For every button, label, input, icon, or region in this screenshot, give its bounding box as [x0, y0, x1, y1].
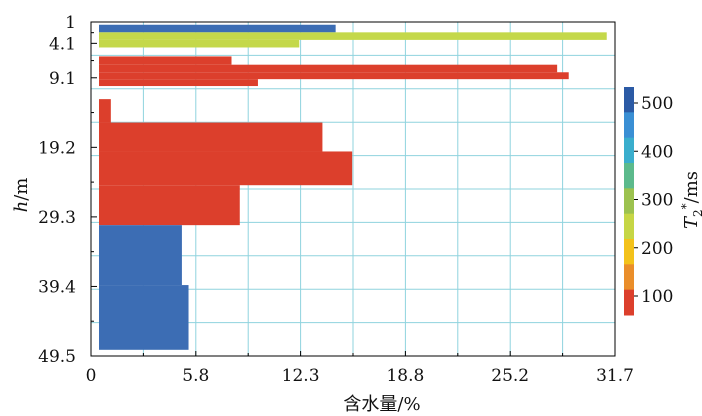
x-tick-label: 31.7 [596, 366, 634, 386]
bar [99, 122, 323, 152]
bar [99, 24, 336, 33]
bar [99, 185, 240, 226]
bar [99, 64, 558, 73]
y-tick-label: 39.4 [38, 277, 76, 297]
bar [99, 56, 232, 65]
colorbar-segment [624, 163, 634, 189]
y-tick-label: 4.1 [49, 34, 76, 54]
x-tick-label: 18.8 [386, 366, 424, 386]
bar [99, 72, 569, 80]
colorbar-segment [624, 112, 634, 139]
colorbar-segment [624, 87, 634, 113]
bar [99, 39, 300, 48]
y-tick-label: 29.3 [38, 208, 76, 228]
y-tick-label: 1 [65, 13, 76, 33]
colorbar-title: T2*/ms [679, 171, 702, 229]
colorbar-tick-label: 300 [641, 191, 673, 211]
bar [99, 225, 182, 286]
bar [99, 285, 189, 350]
bar [99, 151, 353, 186]
x-ticks: 0 5.8 12.3 18.8 25.2 31.7 [86, 351, 634, 386]
colorbar-tick-label: 200 [641, 239, 673, 259]
colorbar-segment [624, 289, 634, 316]
bars [99, 24, 607, 350]
y-tick-label: 19.2 [38, 138, 76, 158]
x-tick-label: 0 [86, 366, 97, 386]
y-ticks: 14.1 9.1 19.2 29.3 39.4 49.5 [38, 13, 97, 367]
x-tick-label: 12.3 [282, 366, 320, 386]
colorbar-segment [624, 213, 634, 240]
y-tick-label: 49.5 [38, 347, 76, 367]
x-tick-label: 25.2 [491, 366, 529, 386]
x-axis-title: 含水量/% [343, 394, 420, 415]
y-tick-label: 9.1 [49, 69, 76, 89]
x-tick-label: 5.8 [182, 366, 209, 386]
colorbar-segment [624, 137, 634, 164]
colorbar-segment [624, 264, 634, 291]
colorbar-segment [624, 188, 634, 215]
y-axis-title: h/m [11, 178, 32, 213]
colorbar-tick-label: 400 [641, 142, 673, 162]
bar [99, 32, 607, 40]
colorbar-tick-label: 500 [641, 94, 673, 114]
colorbar-segment [624, 239, 634, 265]
bar [99, 99, 111, 123]
colorbar-tick-label: 100 [641, 287, 673, 307]
colorbar: 500 400 300 200 100 [624, 87, 673, 316]
bar [99, 79, 258, 87]
